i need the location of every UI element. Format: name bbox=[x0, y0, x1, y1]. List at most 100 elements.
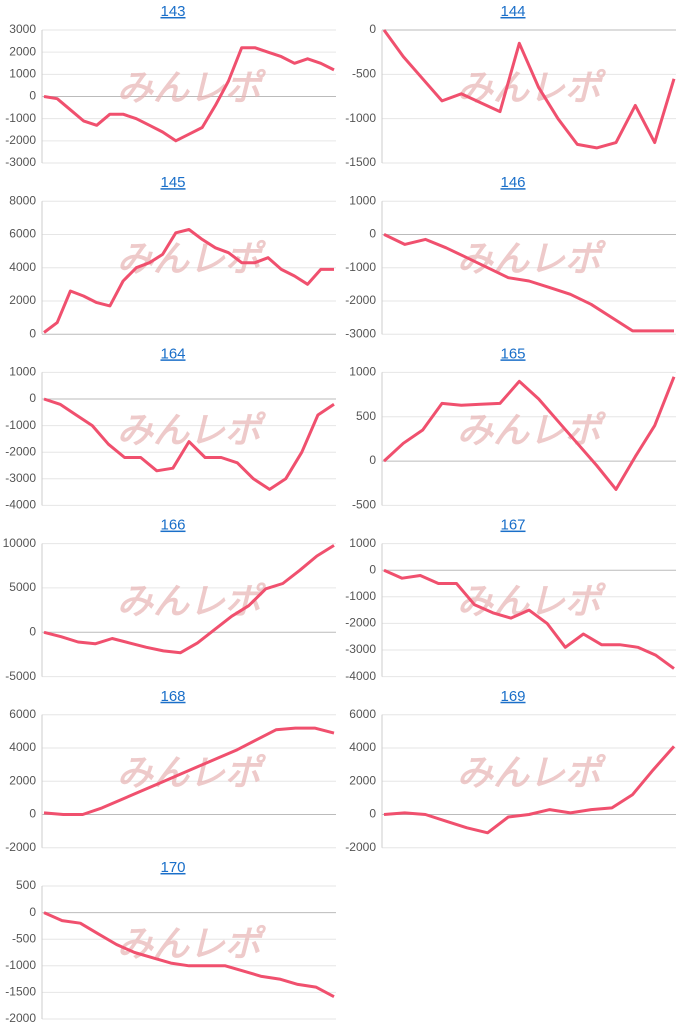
y-tick-label: -2000 bbox=[345, 616, 376, 630]
chart-panel: 165 1000 500 0 -500 みんレポ bbox=[349, 345, 676, 512]
y-tick-label: 0 bbox=[29, 89, 36, 103]
watermark: みんレポ bbox=[117, 67, 267, 108]
data-line bbox=[383, 233, 674, 333]
chart-title[interactable]: 164 bbox=[160, 345, 185, 362]
y-tick-label: -2000 bbox=[5, 840, 36, 854]
y-tick-label: 500 bbox=[16, 878, 36, 892]
data-line bbox=[382, 376, 676, 491]
y-tick-label: 0 bbox=[29, 326, 36, 340]
y-tick-label: -1000 bbox=[345, 589, 376, 603]
y-tick-label: 2000 bbox=[9, 773, 36, 787]
chart-panel: 143 3000 2000 1000 0 -1000 -2000 -3000 みんレポ bbox=[5, 3, 336, 169]
y-tick-label: 0 bbox=[29, 624, 36, 638]
y-tick-label: 2000 bbox=[9, 44, 36, 58]
y-tick-label: -3000 bbox=[5, 471, 36, 485]
y-tick-label: -2000 bbox=[5, 1011, 36, 1025]
y-tick-label: -4000 bbox=[5, 498, 36, 512]
y-tick-label: -4000 bbox=[345, 669, 376, 683]
chart-panel: 169 6000 4000 2000 0 -2000 みんレポ bbox=[345, 688, 676, 854]
watermark: みんレポ bbox=[457, 238, 607, 279]
watermark: みんレポ bbox=[117, 238, 267, 279]
watermark: みんレポ bbox=[117, 923, 267, 964]
chart-title[interactable]: 170 bbox=[160, 859, 185, 876]
y-tick-label: 8000 bbox=[9, 193, 36, 207]
data-line bbox=[43, 228, 334, 334]
watermark: みんレポ bbox=[117, 581, 267, 622]
y-tick-label: -2000 bbox=[345, 293, 376, 307]
watermark: みんレポ bbox=[457, 581, 607, 622]
y-tick-label: 0 bbox=[29, 391, 36, 405]
data-line bbox=[43, 911, 335, 999]
y-tick-label: -5000 bbox=[5, 669, 36, 683]
y-tick-label: 2000 bbox=[9, 293, 36, 307]
data-line bbox=[43, 544, 335, 655]
y-tick-label: 500 bbox=[356, 409, 376, 423]
y-tick-label: -1000 bbox=[5, 111, 36, 125]
y-tick-label: 3000 bbox=[9, 22, 36, 36]
y-tick-label: -1500 bbox=[5, 985, 36, 999]
y-tick-label: -1500 bbox=[345, 155, 376, 169]
y-tick-label: 1000 bbox=[9, 365, 36, 379]
y-tick-label: -3000 bbox=[345, 326, 376, 340]
chart-panel: 170 500 0 -500 -1000 -1500 -2000 みんレポ bbox=[5, 859, 336, 1025]
chart-title[interactable]: 169 bbox=[500, 688, 525, 705]
y-tick-label: 0 bbox=[29, 905, 36, 919]
y-tick-label: 2000 bbox=[349, 773, 376, 787]
y-tick-label: 4000 bbox=[349, 740, 376, 754]
y-tick-label: -2000 bbox=[345, 840, 376, 854]
y-tick-label: 1000 bbox=[349, 193, 376, 207]
y-tick-label: 0 bbox=[29, 807, 36, 821]
y-tick-label: 0 bbox=[369, 22, 376, 36]
chart-title[interactable]: 166 bbox=[160, 517, 185, 534]
y-tick-label: 6000 bbox=[349, 707, 376, 721]
y-tick-label: -1000 bbox=[345, 260, 376, 274]
y-tick-label: 6000 bbox=[9, 707, 36, 721]
y-tick-label: -500 bbox=[352, 498, 376, 512]
y-tick-label: 1000 bbox=[349, 365, 376, 379]
chart-title[interactable]: 144 bbox=[500, 3, 525, 20]
y-tick-label: -1000 bbox=[345, 111, 376, 125]
chart-panel: 146 1000 0 -1000 -2000 -3000 みんレポ bbox=[345, 174, 676, 340]
data-line bbox=[43, 726, 335, 816]
y-tick-label: -2000 bbox=[5, 133, 36, 147]
watermark: みんレポ bbox=[117, 752, 267, 793]
chart-title[interactable]: 168 bbox=[160, 688, 185, 705]
y-tick-label: -2000 bbox=[5, 444, 36, 458]
y-tick-label: 10000 bbox=[3, 536, 37, 550]
data-line bbox=[383, 745, 676, 835]
y-tick-label: 0 bbox=[369, 453, 376, 467]
chart-title[interactable]: 167 bbox=[500, 517, 525, 534]
y-tick-label: -1000 bbox=[5, 958, 36, 972]
watermark: みんレポ bbox=[457, 752, 607, 793]
chart-panel: 166 10000 5000 0 -5000 みんレポ bbox=[3, 517, 336, 683]
y-tick-label: 0 bbox=[369, 227, 376, 241]
y-tick-label: 1000 bbox=[9, 67, 36, 81]
chart-panel: 168 6000 4000 2000 0 -2000 みんレポ bbox=[5, 688, 336, 854]
y-tick-label: -3000 bbox=[345, 642, 376, 656]
data-line bbox=[382, 29, 676, 150]
chart-title[interactable]: 143 bbox=[160, 3, 185, 20]
y-tick-label: -500 bbox=[12, 931, 36, 945]
watermark: みんレポ bbox=[457, 409, 607, 450]
data-line bbox=[383, 568, 675, 670]
y-tick-label: -500 bbox=[352, 67, 376, 81]
y-tick-label: 0 bbox=[369, 807, 376, 821]
y-tick-label: 6000 bbox=[9, 227, 36, 241]
y-tick-label: -3000 bbox=[5, 155, 36, 169]
data-line bbox=[43, 397, 335, 491]
y-tick-label: 5000 bbox=[9, 580, 36, 594]
chart-title[interactable]: 146 bbox=[500, 174, 525, 191]
y-tick-label: -1000 bbox=[5, 418, 36, 432]
chart-title[interactable]: 165 bbox=[500, 345, 525, 362]
data-line bbox=[43, 46, 335, 143]
y-tick-label: 0 bbox=[369, 562, 376, 576]
y-tick-label: 1000 bbox=[349, 536, 376, 550]
chart-title[interactable]: 145 bbox=[160, 174, 185, 191]
chart-panel: 167 1000 0 -1000 -2000 -3000 -4000 みんレポ bbox=[345, 517, 676, 683]
y-tick-label: 4000 bbox=[9, 740, 36, 754]
chart-panel: 145 8000 6000 4000 2000 0 みんレポ bbox=[9, 174, 336, 340]
y-tick-label: 4000 bbox=[9, 260, 36, 274]
